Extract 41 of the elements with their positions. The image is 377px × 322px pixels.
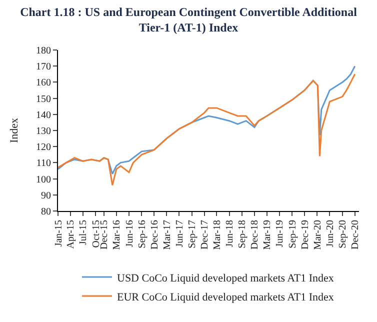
line-series bbox=[58, 73, 356, 186]
y-tick-label: 140 bbox=[36, 110, 51, 121]
x-tick-label: Dec-15 bbox=[99, 220, 110, 250]
y-tick-label: 120 bbox=[36, 142, 51, 154]
legend-label: USD CoCo Liquid developed markets AT1 Index bbox=[117, 272, 334, 284]
y-axis-title: Index bbox=[8, 117, 21, 144]
x-tick-label: Jul-15 bbox=[78, 220, 90, 245]
x-tick-label: Dec-17 bbox=[200, 220, 211, 250]
x-tick-label: Sep-17 bbox=[187, 220, 198, 248]
x-tick-label: Oct-15 bbox=[90, 220, 102, 248]
x-tick-label: Dec-19 bbox=[300, 220, 311, 250]
x-tick-label: Apr-15 bbox=[66, 220, 77, 249]
x-tick-label: Sep-18 bbox=[237, 220, 248, 248]
x-tick-label: Sep-20 bbox=[338, 220, 349, 248]
y-tick-label: 180 bbox=[36, 46, 51, 56]
x-tick-label: Mar-20 bbox=[312, 220, 324, 250]
x-tick-label: Sep-19 bbox=[287, 220, 298, 248]
x-tick-label: Sep-16 bbox=[136, 220, 148, 248]
y-tick-label: 170 bbox=[36, 62, 51, 73]
x-tick-label: Mar-17 bbox=[162, 220, 173, 250]
y-tick-label: 100 bbox=[36, 174, 51, 186]
y-tick-label: 160 bbox=[36, 78, 51, 89]
x-tick-label: Dec-20 bbox=[350, 220, 362, 250]
x-tick-label: Jun-16 bbox=[124, 220, 136, 248]
y-tick-label: 80 bbox=[41, 206, 51, 218]
x-tick-label: Jun-20 bbox=[324, 220, 336, 248]
x-tick-label: Jan-15 bbox=[53, 220, 64, 247]
y-tick-label: 130 bbox=[36, 126, 51, 137]
x-tick-label: Jun-18 bbox=[224, 220, 236, 248]
y-tick-label: 90 bbox=[41, 190, 51, 202]
x-tick-label: Mar-16 bbox=[112, 220, 123, 250]
x-tick-label: Jun-17 bbox=[174, 220, 186, 248]
y-tick-label: 110 bbox=[36, 158, 51, 170]
y-tick-label: 150 bbox=[36, 94, 51, 105]
chart-title: Chart 1.18 : US and European Contingent Convertible Additional Tier-1 (AT-1) Index bbox=[20, 5, 358, 35]
x-tick-label: Jun-19 bbox=[274, 220, 286, 248]
x-tick-label: Mar-18 bbox=[212, 220, 223, 250]
x-tick-label: Dec-16 bbox=[149, 220, 160, 250]
legend-label: EUR CoCo Liquid developed markets AT1 Index bbox=[117, 291, 334, 304]
x-tick-label: Mar-19 bbox=[262, 220, 274, 250]
x-tick-label: Dec-18 bbox=[250, 220, 261, 250]
